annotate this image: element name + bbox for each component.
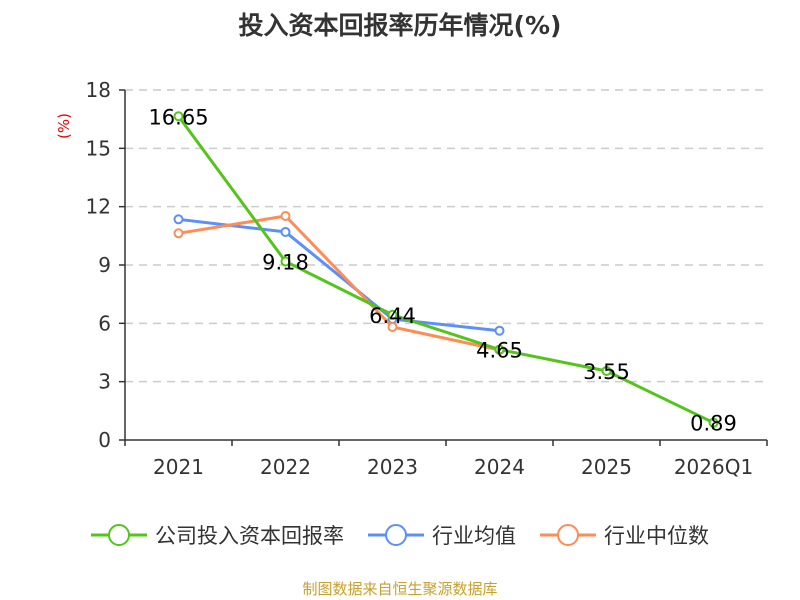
data-point (173, 228, 184, 239)
data-point (494, 344, 505, 355)
legend-label: 行业均值 (432, 524, 516, 548)
data-label: 3.55 (583, 360, 630, 384)
legend-item[interactable]: 行业均值 (368, 520, 516, 550)
y-tick-label: 15 (86, 136, 111, 160)
y-tick-label: 6 (98, 311, 111, 335)
chart-title: 投入资本回报率历年情况(%) (238, 11, 562, 40)
x-tick-label: 2021 (153, 455, 204, 479)
series-line (177, 115, 715, 425)
x-tick-label: 2022 (260, 455, 311, 479)
data-point (280, 226, 291, 237)
data-point (387, 309, 398, 320)
data-point (173, 214, 184, 225)
legend-item[interactable]: 公司投入资本回报率 (91, 520, 344, 550)
data-label: 4.65 (476, 339, 523, 363)
y-tick-label: 0 (98, 428, 111, 452)
legend-marker-icon (540, 524, 596, 546)
data-point (708, 417, 719, 428)
legend-marker-icon (91, 524, 147, 546)
series-line (178, 217, 500, 333)
data-label: 0.89 (690, 412, 737, 436)
y-tick-label: 18 (86, 78, 111, 102)
data-point (280, 211, 291, 221)
data-point (173, 111, 184, 122)
data-label: 16.65 (148, 105, 208, 129)
source-note: 制图数据来自恒生聚源数据库 (302, 580, 498, 598)
data-label: 6.44 (369, 304, 416, 328)
data-point (387, 322, 398, 333)
x-tick-label: 2026Q1 (674, 455, 753, 479)
legend-marker-icon (368, 524, 424, 546)
y-axis-label: (%) (55, 113, 73, 139)
x-tick-label: 2025 (581, 455, 632, 479)
legend-label: 公司投入资本回报率 (155, 524, 344, 548)
y-tick-label: 3 (98, 370, 111, 394)
y-tick-label: 12 (86, 195, 111, 219)
data-point (280, 256, 291, 267)
legend-label: 行业中位数 (604, 524, 709, 548)
data-point (494, 325, 505, 336)
legend-item[interactable]: 行业中位数 (540, 520, 709, 550)
x-tick-label: 2024 (474, 455, 525, 479)
legend: 公司投入资本回报率 行业均值 行业中位数 (0, 520, 800, 550)
series-line (178, 214, 500, 352)
x-tick-label: 2023 (367, 455, 418, 479)
data-label: 9.18 (262, 251, 309, 275)
y-tick-label: 9 (98, 253, 111, 277)
data-point (601, 365, 612, 376)
